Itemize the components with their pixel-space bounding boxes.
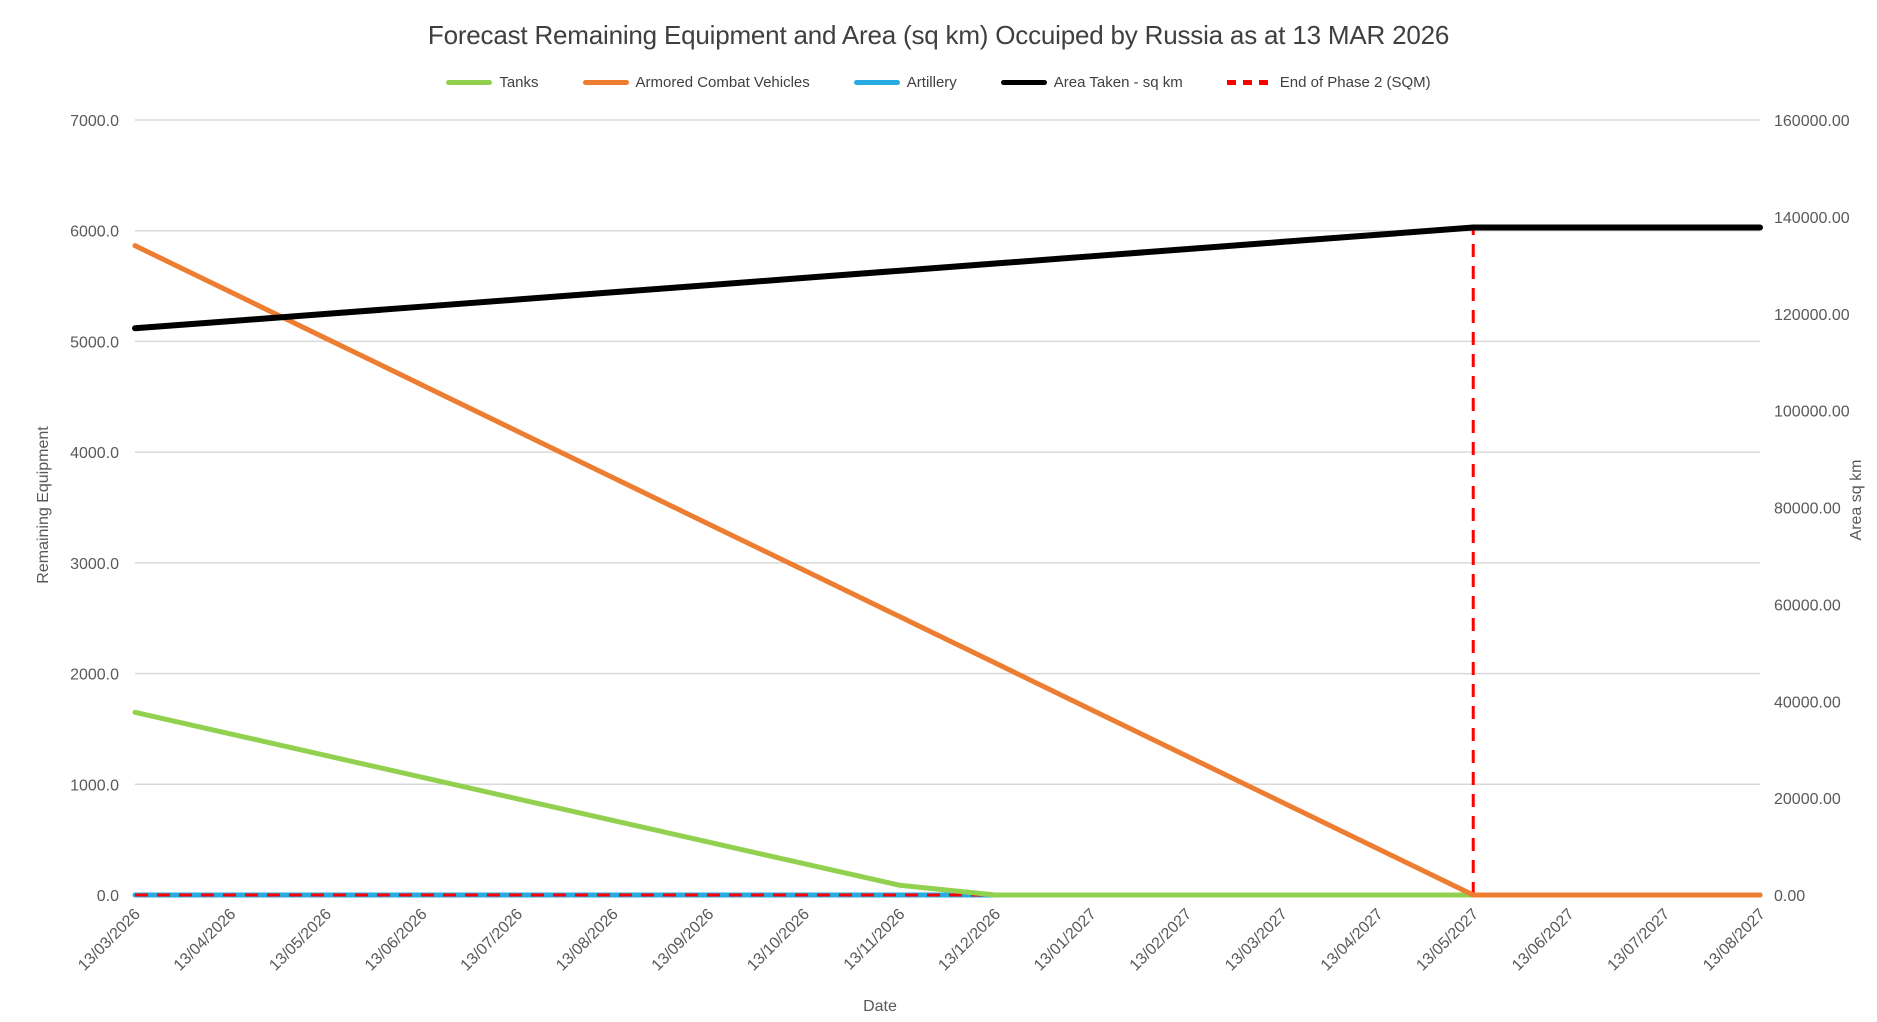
y-tick-label-right: 40000.00 — [1774, 694, 1841, 711]
x-tick-label: 13/08/2026 — [553, 906, 622, 975]
x-tick-label: 13/11/2026 — [841, 906, 909, 974]
x-tick-label: 13/05/2026 — [266, 906, 335, 975]
y-tick-label-right: 100000.00 — [1774, 404, 1850, 421]
legend-item-armored-combat-vehicles: Armored Combat Vehicles — [582, 74, 810, 91]
y-tick-label-right: 160000.00 — [1774, 113, 1850, 130]
y-tick-label-right: 140000.00 — [1774, 210, 1850, 227]
acv-line-swatch-icon — [582, 80, 629, 85]
legend-label: Artillery — [906, 74, 957, 91]
x-axis-ticks: 13/03/2026 13/04/2026 13/05/2026 13/06/2026… — [75, 906, 1769, 975]
x-tick-label: 13/04/2027 — [1318, 906, 1387, 975]
legend-item-artillery: Artillery — [853, 74, 957, 91]
x-tick-label: 13/01/2027 — [1031, 906, 1100, 975]
x-tick-label: 13/03/2027 — [1222, 906, 1291, 975]
x-tick-label: 13/08/2027 — [1700, 906, 1769, 975]
series-line-area-taken-sq-km — [132, 224, 1763, 332]
y-tick-label-right: 80000.00 — [1774, 501, 1841, 518]
x-tick-label: 13/07/2027 — [1605, 906, 1674, 975]
x-tick-label: 13/03/2026 — [75, 906, 144, 975]
y-axis-ticks-left: 0.0 1000.0 2000.0 3000.0 4000.0 5000.0 6000.0 7… — [70, 113, 119, 905]
series-line-armored-combat-vehicles — [132, 243, 1763, 898]
x-tick-label: 13/02/2027 — [1127, 906, 1196, 975]
artillery-line-swatch-icon — [853, 80, 900, 85]
series-line-tanks — [132, 709, 1763, 898]
y-tick-label-left: 7000.0 — [70, 113, 119, 130]
x-tick-label: 13/04/2026 — [171, 906, 240, 975]
legend-label: Armored Combat Vehicles — [635, 74, 810, 91]
x-tick-label: 13/05/2027 — [1413, 906, 1482, 975]
tanks-line-swatch-icon — [446, 80, 493, 85]
y-axis-title-right: Area sq km — [1848, 459, 1865, 541]
y-tick-label-right: 20000.00 — [1774, 791, 1841, 808]
y-tick-label-left: 2000.0 — [70, 667, 119, 684]
legend-item-area-taken: Area Taken - sq km — [1000, 74, 1183, 91]
y-tick-label-right: 60000.00 — [1774, 597, 1841, 614]
x-tick-label: 13/10/2026 — [744, 906, 813, 975]
y-tick-label-right: 0.00 — [1774, 888, 1805, 905]
y-axis-ticks-right: 0.00 20000.00 40000.00 60000.00 80000.00 1000… — [1774, 113, 1850, 905]
y-tick-label-left: 3000.0 — [70, 556, 119, 573]
legend-label: Area Taken - sq km — [1053, 74, 1183, 91]
y-tick-label-left: 5000.0 — [70, 334, 119, 351]
x-axis-title: Date — [863, 998, 897, 1015]
chart-title: Forecast Remaining Equipment and Area (s… — [427, 20, 1450, 50]
x-tick-label: 13/12/2026 — [935, 906, 1004, 975]
x-tick-label: 13/06/2027 — [1509, 906, 1578, 975]
legend-item-end-of-phase-2: End of Phase 2 (SQM) — [1226, 74, 1431, 91]
y-tick-label-right: 120000.00 — [1774, 307, 1850, 324]
legend-item-tanks: Tanks — [446, 74, 539, 91]
phase2-dashed-swatch-icon — [1226, 80, 1273, 85]
y-tick-label-left: 1000.0 — [70, 777, 119, 794]
y-tick-label-left: 4000.0 — [70, 445, 119, 462]
gridlines — [135, 119, 1760, 896]
legend-label: Tanks — [499, 74, 539, 91]
legend: Tanks Armored Combat Vehicles Artillery … — [0, 74, 1877, 91]
x-tick-label: 13/07/2026 — [458, 906, 527, 975]
area-taken-line-swatch-icon — [1000, 80, 1047, 85]
y-tick-label-left: 6000.0 — [70, 224, 119, 241]
x-tick-label: 13/09/2026 — [649, 906, 718, 975]
y-axis-title-left: Remaining Equipment — [35, 426, 52, 584]
y-tick-label-left: 0.0 — [97, 888, 119, 905]
legend-label: End of Phase 2 (SQM) — [1279, 74, 1431, 91]
x-tick-label: 13/06/2026 — [362, 906, 431, 975]
